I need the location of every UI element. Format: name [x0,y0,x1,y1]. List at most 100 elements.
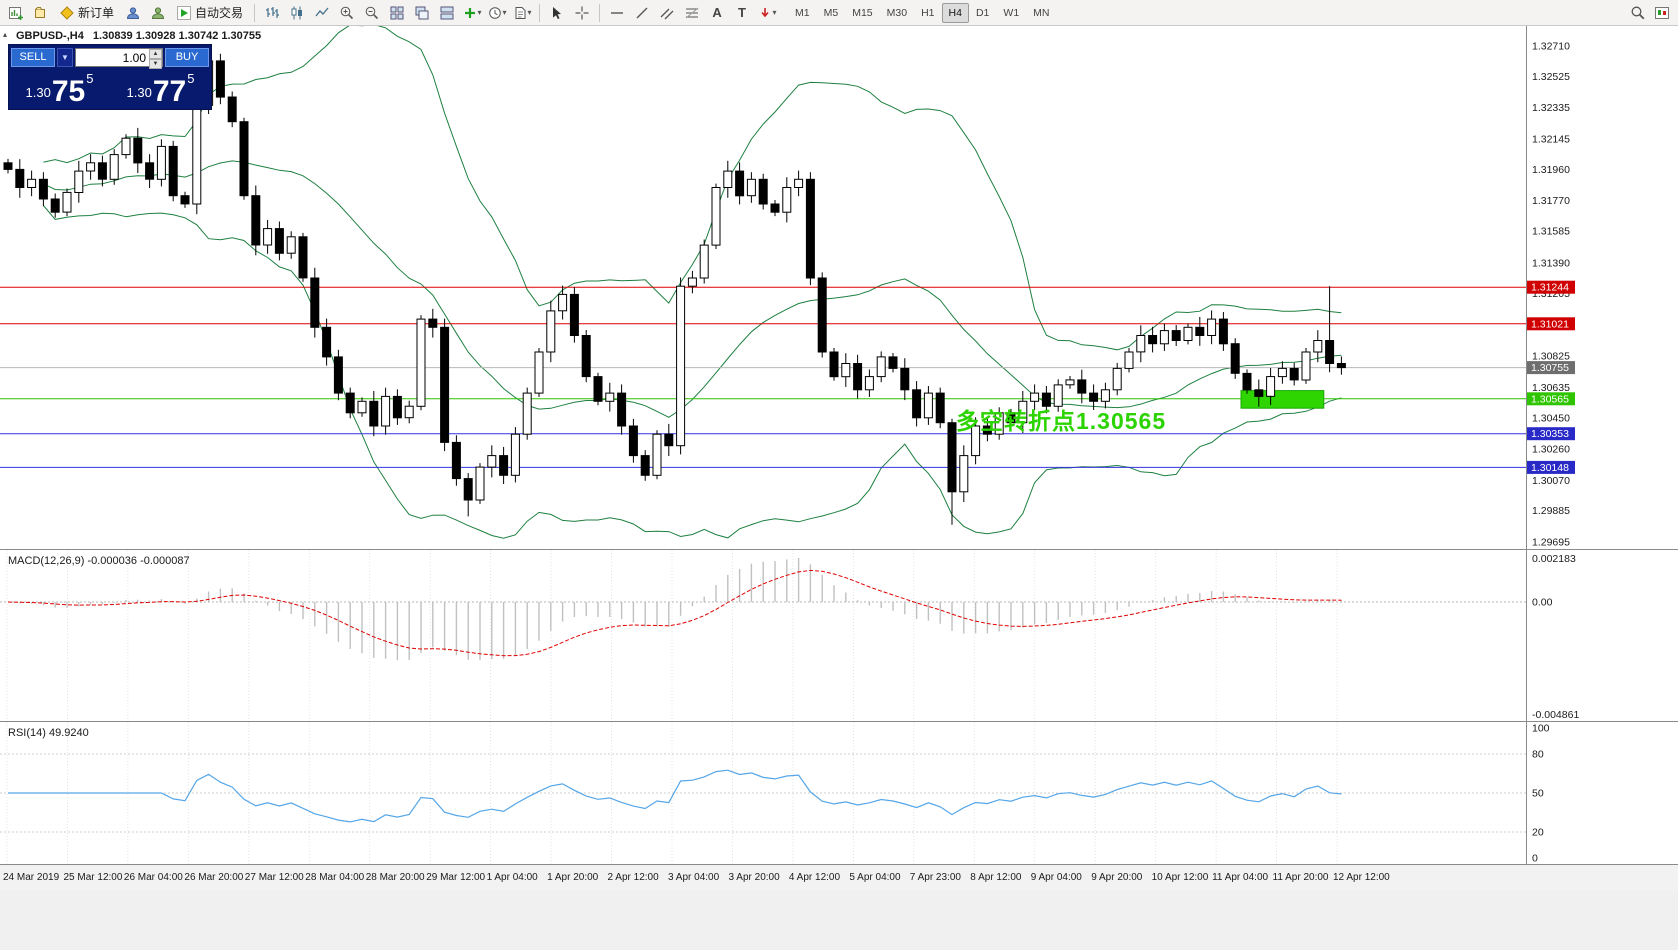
chart-annotation[interactable]: 多空转折点1.30565 [956,408,1167,434]
tf-m1-button[interactable]: M1 [788,3,817,23]
svg-text:26 Mar 04:00: 26 Mar 04:00 [124,872,183,883]
zoom-in-button[interactable] [335,2,359,23]
svg-text:1.29885: 1.29885 [1532,505,1570,517]
template-icon [513,6,527,20]
tf-h4-button[interactable]: H4 [941,2,969,23]
label-tool-button[interactable]: T [730,2,754,23]
svg-text:1.31244: 1.31244 [1531,282,1569,294]
svg-text:5 Apr 04:00: 5 Apr 04:00 [849,872,901,883]
sell-price-display[interactable]: 1.30 75 5 [9,68,110,108]
svg-text:50: 50 [1532,788,1544,800]
svg-text:1.30755: 1.30755 [1531,362,1569,374]
one-click-collapse-arrow[interactable]: ▴ [3,30,8,39]
chart-title: GBPUSD-,H4 1.30839 1.30928 1.30742 1.307… [16,30,261,42]
volume-increase-button[interactable]: ▲ [149,49,162,59]
expert-advisors-button[interactable] [121,2,145,23]
time-axis-background [0,865,1678,890]
svg-text:1.32145: 1.32145 [1532,134,1570,146]
tf-w1-button[interactable]: W1 [996,3,1026,23]
community-button[interactable] [146,2,170,23]
macd-pane [0,558,1526,661]
new-order-button[interactable]: 新订单 [54,2,120,23]
volume-spinner: ▲ ▼ [149,49,162,69]
periods-button[interactable]: ▾ [485,2,509,23]
svg-text:1.30450: 1.30450 [1532,412,1570,424]
svg-text:100: 100 [1532,723,1550,735]
arrows-tool-button[interactable]: ▾ [755,2,779,23]
tf-m5-button[interactable]: M5 [817,3,846,23]
svg-text:1.30635: 1.30635 [1532,382,1570,394]
buy-price-display[interactable]: 1.30 77 5 [110,68,211,108]
zoom-out-button[interactable] [360,2,384,23]
volume-decrease-button[interactable]: ▼ [149,59,162,69]
profiles-button[interactable] [29,2,53,23]
trendline-tool-button[interactable] [630,2,654,23]
market-window-button[interactable] [1650,2,1674,23]
arrow-object-icon [758,6,772,20]
tile-windows-icon [389,5,405,21]
svg-text:1.32335: 1.32335 [1532,102,1570,114]
auto-trading-button[interactable]: 自动交易 [171,2,249,23]
cascade-windows-button[interactable] [410,2,434,23]
svg-text:7 Apr 23:00: 7 Apr 23:00 [910,872,962,883]
sell-button[interactable]: SELL [11,48,55,67]
volume-input[interactable] [75,48,163,67]
candlestick-chart-type-button[interactable] [285,2,309,23]
text-tool-button[interactable]: A [705,2,729,23]
buy-price-sup: 5 [187,71,195,86]
svg-text:24 Mar 2019: 24 Mar 2019 [3,872,60,883]
svg-text:26 Mar 20:00: 26 Mar 20:00 [184,872,243,883]
indicators-plus-icon [463,6,477,20]
chart-window: 1.32710 1.32525 1.32335 1.32145 1.31960 1.317… [0,26,1678,950]
tile-windows-button[interactable] [385,2,409,23]
indicator-labels: MACD(12,26,9) -0.000036 -0.000087 RSI(14)… [8,555,190,739]
svg-text:1.30070: 1.30070 [1532,475,1570,487]
svg-text:1.32710: 1.32710 [1532,41,1570,53]
volume-field-wrap: ▲ ▼ [75,48,163,69]
tf-h1-button[interactable]: H1 [914,3,941,23]
community-icon [150,5,166,21]
svg-text:8 Apr 12:00: 8 Apr 12:00 [970,872,1022,883]
bar-chart-type-button[interactable] [260,2,284,23]
toolbar-right-group [1626,2,1674,23]
buy-button[interactable]: BUY [165,48,209,67]
highlight-rectangle[interactable] [1240,390,1325,409]
line-chart-type-button[interactable] [310,2,334,23]
new-chart-button[interactable] [4,2,28,23]
crosshair-tool-button[interactable] [570,2,594,23]
search-button[interactable] [1626,2,1650,23]
toolbar-separator [599,3,601,22]
arrange-windows-button[interactable] [435,2,459,23]
svg-text:9 Apr 04:00: 9 Apr 04:00 [1031,872,1083,883]
chart-canvas[interactable]: 1.32710 1.32525 1.32335 1.32145 1.31960 1.317… [0,26,1678,890]
chevron-down-icon: ▾ [772,8,777,17]
tf-d1-button[interactable]: D1 [969,3,996,23]
tf-mn-button[interactable]: MN [1026,3,1056,23]
profiles-icon [33,5,49,21]
chart-symbol-period: GBPUSD-,H4 [16,30,84,42]
clock-icon [488,6,502,20]
svg-text:1.31770: 1.31770 [1532,195,1570,207]
timeframe-toolbar: M1 M5 M15 M30 H1 H4 D1 W1 MN [788,2,1056,23]
svg-text:RSI(14) 49.9240: RSI(14) 49.9240 [8,727,89,739]
svg-text:25 Mar 12:00: 25 Mar 12:00 [64,872,123,883]
tf-m30-button[interactable]: M30 [880,3,914,23]
zoom-in-icon [339,5,355,21]
tf-m15-button[interactable]: M15 [845,3,879,23]
svg-text:11 Apr 20:00: 11 Apr 20:00 [1273,872,1329,883]
text-tool-letter: A [712,5,722,20]
channel-tool-button[interactable] [655,2,679,23]
volume-dropdown-button[interactable]: ▼ [57,48,73,67]
chart-background [0,26,1678,865]
main-toolbar: 新订单 自动交易 [0,0,1678,26]
templates-button[interactable]: ▾ [510,2,534,23]
candlestick-icon [289,5,305,21]
svg-text:1 Apr 04:00: 1 Apr 04:00 [487,872,539,883]
horizontal-line-tool-button[interactable] [605,2,629,23]
cursor-tool-button[interactable] [545,2,569,23]
indicators-button[interactable]: ▾ [460,2,484,23]
fibonacci-tool-button[interactable] [680,2,704,23]
bollinger-bands [43,26,1342,539]
arrange-windows-icon [439,5,455,21]
